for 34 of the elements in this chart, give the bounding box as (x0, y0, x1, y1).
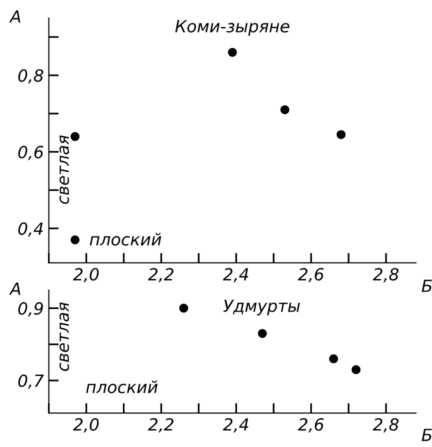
y-tick-label: 0,7 (18, 374, 44, 389)
y-tick-label: 0,9 (18, 302, 43, 316)
y-axis-title: A (9, 10, 20, 22)
annotation: Коми-зыряне (175, 20, 290, 36)
annotation: Удмурты (223, 300, 300, 316)
point (258, 328, 267, 338)
x-axis-title: Б (422, 428, 432, 441)
x-tick-label: 2,2 (148, 418, 174, 432)
x-axis-title: Б (422, 280, 432, 292)
point (329, 354, 338, 364)
x-tick-label: 2,0 (73, 268, 99, 282)
y-tick-label: 0,6 (18, 146, 44, 160)
y-tick-label: 0,4 (18, 222, 43, 237)
point (228, 48, 237, 57)
annotation: светлая (59, 302, 70, 371)
point (70, 132, 80, 142)
point (280, 105, 290, 114)
point (70, 235, 80, 244)
y-axis-title: A (9, 282, 20, 295)
x-tick-label: 2,4 (222, 418, 248, 432)
point (179, 304, 188, 313)
x-tick-label: 2,0 (73, 418, 99, 432)
x-tick-label: 2,8 (372, 268, 399, 282)
point (336, 130, 346, 140)
point (352, 365, 361, 374)
x-tick-label: 2,8 (372, 418, 399, 432)
x-tick-label: 2,2 (148, 268, 174, 282)
y-tick-label: 0,8 (18, 69, 44, 84)
annotation: светлая (59, 135, 70, 204)
x-tick-label: 2,4 (222, 268, 248, 282)
x-tick-label: 2,6 (298, 268, 324, 282)
annotation: плоский (90, 232, 162, 246)
annotation: плоский (86, 380, 158, 394)
x-tick-label: 2,6 (298, 418, 324, 432)
